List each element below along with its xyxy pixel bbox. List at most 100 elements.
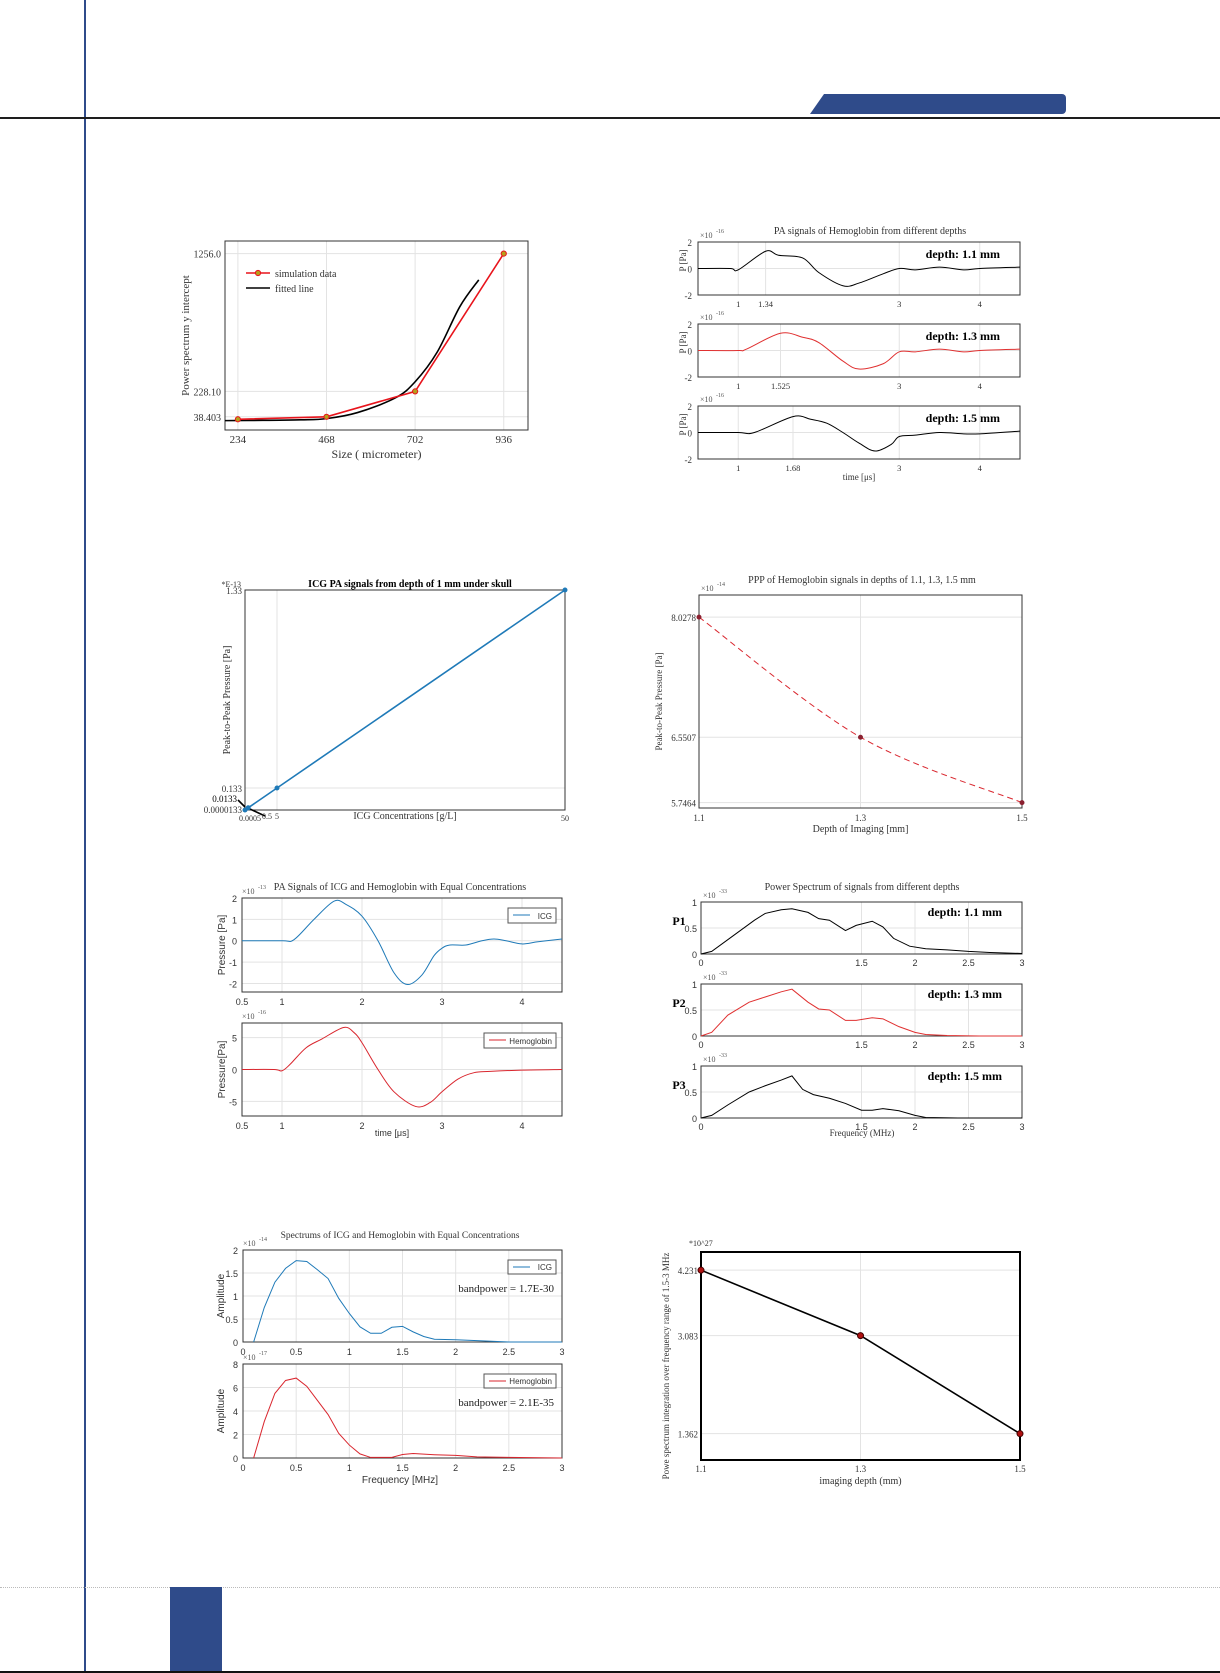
chart-label: ×10 <box>243 1353 256 1362</box>
chart-label: ×10 <box>243 1239 256 1248</box>
chart-label: ×10 <box>700 313 713 322</box>
chart-label: ×10 <box>703 891 716 900</box>
chart-label: -17 <box>259 1351 267 1357</box>
chart-label: 5 <box>275 812 279 821</box>
chart-pa-signals-hemoglobin-depths: PA signals of Hemoglobin from different … <box>678 226 1021 482</box>
chart-label: 1 <box>347 1463 352 1473</box>
chart-label: 1.5 <box>396 1347 409 1357</box>
tick-label: 1.525 <box>771 381 790 391</box>
plot-frame <box>241 897 563 993</box>
legend-label: simulation data <box>275 269 337 280</box>
fitted-line <box>224 279 480 422</box>
simulation-data-line <box>237 253 505 421</box>
tick-label: 3 <box>897 381 901 391</box>
chart-label: ICG Concentrations [g/L] <box>353 811 456 822</box>
legend-label: Hemoglobin <box>509 1377 552 1386</box>
legend-label: ICG <box>538 1263 552 1272</box>
chart-label: Frequency [MHz] <box>362 1475 438 1486</box>
chart-pa-signals-icg-hemoglobin: PA Signals of ICG and Hemoglobin with Eq… <box>217 882 563 1138</box>
chart-label: -16 <box>258 1010 266 1016</box>
chart-label: 1.5 <box>225 1269 238 1279</box>
arrow-icon <box>249 808 266 817</box>
chart-label: 1.5 <box>396 1463 409 1473</box>
chart-label: 38.403 <box>194 413 222 424</box>
chart-label: 2 <box>233 1246 238 1256</box>
depth-label: depth: 1.5 mm <box>928 1069 1002 1083</box>
signal-trace <box>697 332 1021 370</box>
chart-power-integration-depth: *10^27 4.231 3.083 1.362 1.1 1.3 1.5 imaging de… <box>661 1239 1026 1487</box>
tick-label: -2 <box>685 455 693 465</box>
chart-label: 234 <box>230 434 247 446</box>
chart-label: -16 <box>716 393 724 399</box>
tick-label: 4 <box>978 381 983 391</box>
chart-label: 1.5 <box>855 958 868 968</box>
chart-label: 3 <box>439 1121 444 1131</box>
chart-label: Spectrums of ICG and Hemoglobin with Equ… <box>281 1230 520 1241</box>
depth-label: depth: 1.5 mm <box>926 411 1000 425</box>
plot-frame <box>224 240 529 431</box>
spectrum-trace <box>700 908 1023 955</box>
tick-label: 1.68 <box>786 463 801 473</box>
chart-label: 3 <box>559 1347 564 1357</box>
depth-label: depth: 1.3 mm <box>928 987 1002 1001</box>
chart-label: 50 <box>561 814 569 823</box>
signal-trace <box>241 899 563 986</box>
chart-label: -14 <box>259 1237 267 1243</box>
chart-label: 1 <box>279 997 284 1007</box>
panel-label: P1 <box>672 914 685 928</box>
chart-size-vs-intercept: 234 468 702 936 38.403 228.10 1256.0 Size ( mic… <box>180 240 529 461</box>
chart-label: 0.133 <box>222 784 243 794</box>
panel-label: P2 <box>672 996 685 1010</box>
chart-label: 0 <box>698 1040 703 1050</box>
depth-label: depth: 1.1 mm <box>926 247 1000 261</box>
chart-label: 2 <box>232 894 237 904</box>
chart-label: -16 <box>716 311 724 317</box>
chart-icg-ppp-vs-concentration: ICG PA signals from depth of 1 mm under … <box>204 579 569 823</box>
chart-label: 0.0133 <box>212 794 237 804</box>
chart-label: 0.0005 <box>239 814 261 823</box>
chart-label: ×10 <box>242 887 255 896</box>
legend-box <box>507 1259 557 1275</box>
chart-label: 1 <box>692 1062 697 1072</box>
panel-label: P3 <box>672 1078 685 1092</box>
chart-label: 1.5 <box>1014 1464 1026 1474</box>
chart-label: 0 <box>240 1347 245 1357</box>
chart-label: 4.231 <box>678 1266 698 1276</box>
footer-rule <box>0 1671 1220 1673</box>
chart-label: 6 <box>233 1384 238 1394</box>
tick-label: 2 <box>688 238 693 248</box>
chart-label: 4 <box>519 997 524 1007</box>
chart-label: 1256.0 <box>194 250 222 261</box>
chart-label: 6.5507 <box>671 733 696 743</box>
chart-label: 0.0000133 <box>204 805 243 815</box>
spectrum-trace <box>700 1075 1022 1119</box>
chart-label: -1 <box>229 958 237 968</box>
chart-label: 702 <box>407 434 424 446</box>
chart-label: 0.5 <box>290 1463 303 1473</box>
chart-label: 3 <box>559 1463 564 1473</box>
chart-label: 1 <box>347 1347 352 1357</box>
chart-label: imaging depth (mm) <box>819 1476 901 1487</box>
chart-label: time [μs] <box>843 472 876 482</box>
chart-label: PA signals of Hemoglobin from different … <box>774 226 966 237</box>
chart-label: Power Spectrum of signals from different… <box>765 882 960 893</box>
chart-label: *E-13 <box>221 580 241 589</box>
chart-label: ×10 <box>242 1012 255 1021</box>
chart-label: 1.1 <box>695 1464 706 1474</box>
chart-label: 2 <box>453 1347 458 1357</box>
chart-label: 1.5 <box>855 1040 868 1050</box>
tick-label: 1.34 <box>758 299 774 309</box>
bandpower-annotation: bandpower = 1.7E-30 <box>458 1283 554 1295</box>
chart-label: 0 <box>233 1454 238 1464</box>
chart-label: Power spectrum y intercept <box>180 275 192 396</box>
data-marker <box>242 807 248 813</box>
chart-label: 1 <box>279 1121 284 1131</box>
chart-label: 1.3 <box>855 813 867 823</box>
chart-label: 3 <box>1019 1122 1024 1132</box>
chart-label: -13 <box>258 885 266 891</box>
chart-label: P [Pa] <box>678 250 688 272</box>
tick-label: -2 <box>685 373 693 383</box>
chart-label: 3 <box>439 997 444 1007</box>
data-marker <box>500 250 507 257</box>
chart-label: Powe spectrum integration over frequency… <box>661 1253 671 1480</box>
